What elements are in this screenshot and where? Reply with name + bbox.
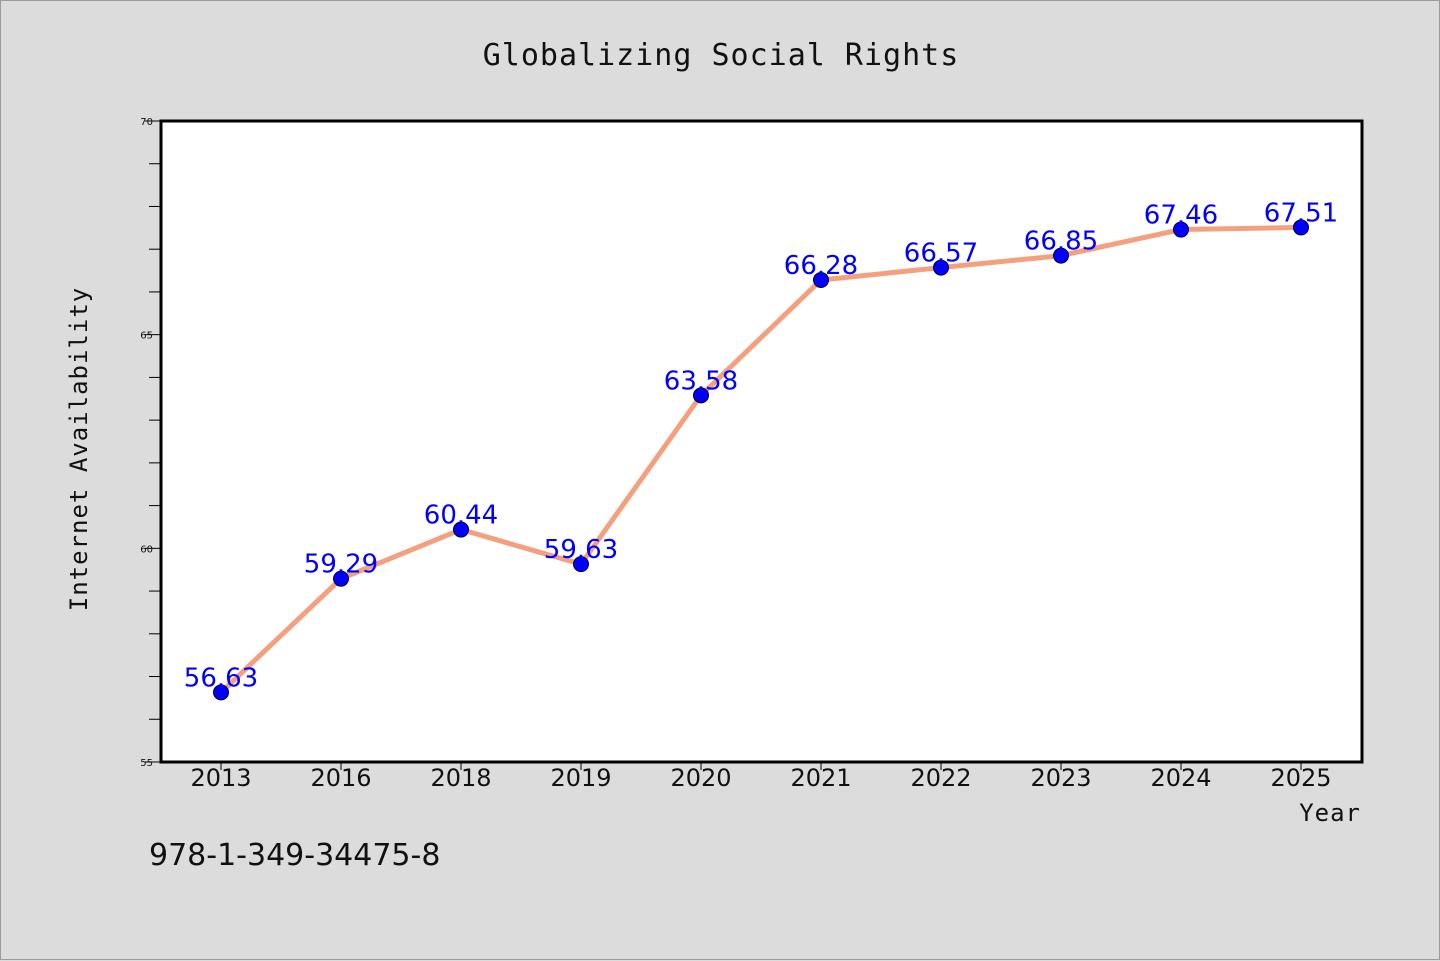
data-label: 66.28: [784, 251, 858, 281]
data-point: [1173, 221, 1189, 238]
y-tick-label: 65: [140, 331, 153, 342]
x-tick-label: 2022: [910, 764, 971, 792]
isbn-footer: 978-1-349-34475-8: [149, 838, 440, 873]
x-tick-label: 2023: [1030, 764, 1091, 792]
data-label: 59.63: [544, 535, 618, 565]
data-label: 67.46: [1144, 201, 1218, 231]
x-tick-label: 2016: [310, 764, 371, 792]
plot-area: [159, 119, 1364, 764]
data-point: [453, 521, 469, 538]
data-label: 60.44: [424, 501, 498, 531]
data-point: [693, 387, 709, 404]
x-tick-label: 2025: [1270, 764, 1331, 792]
series-group: 56.63 59.29 60.44 59.63 63.58 66.28 66.57 66.85…: [184, 198, 1338, 701]
data-label: 63.58: [664, 366, 738, 396]
x-axis-label: Year: [1299, 799, 1361, 827]
y-tick-label: 60: [140, 544, 153, 555]
y-axis: 55 60 65 70: [140, 117, 161, 769]
chart-title: Globalizing Social Rights: [483, 38, 960, 73]
y-axis-label: Internet Availability: [65, 287, 93, 611]
data-point: [813, 271, 829, 288]
x-tick-label: 2018: [430, 764, 491, 792]
y-tick-label: 70: [140, 117, 153, 128]
series-line: [219, 224, 1302, 695]
data-point: [1293, 219, 1309, 236]
x-tick-label: 2021: [790, 764, 851, 792]
x-tick-label: 2020: [670, 764, 731, 792]
data-label: 56.63: [184, 663, 258, 693]
data-label: 67.51: [1264, 198, 1338, 228]
data-label: 66.57: [904, 239, 978, 269]
x-tick-label: 2019: [550, 764, 611, 792]
x-tick-label: 2013: [190, 764, 251, 792]
data-point: [333, 570, 349, 587]
data-label: 66.85: [1024, 227, 1098, 257]
y-tick-label: 55: [140, 758, 153, 769]
data-point: [1053, 247, 1069, 264]
data-label: 59.29: [304, 550, 378, 580]
data-point: [213, 684, 229, 701]
x-tick-label: 2024: [1150, 764, 1211, 792]
data-point: [933, 259, 949, 276]
x-axis: 2013 2016 2018 2019 2020 2021 2022 2023 2024 2025: [190, 762, 1332, 792]
data-point: [573, 556, 589, 573]
